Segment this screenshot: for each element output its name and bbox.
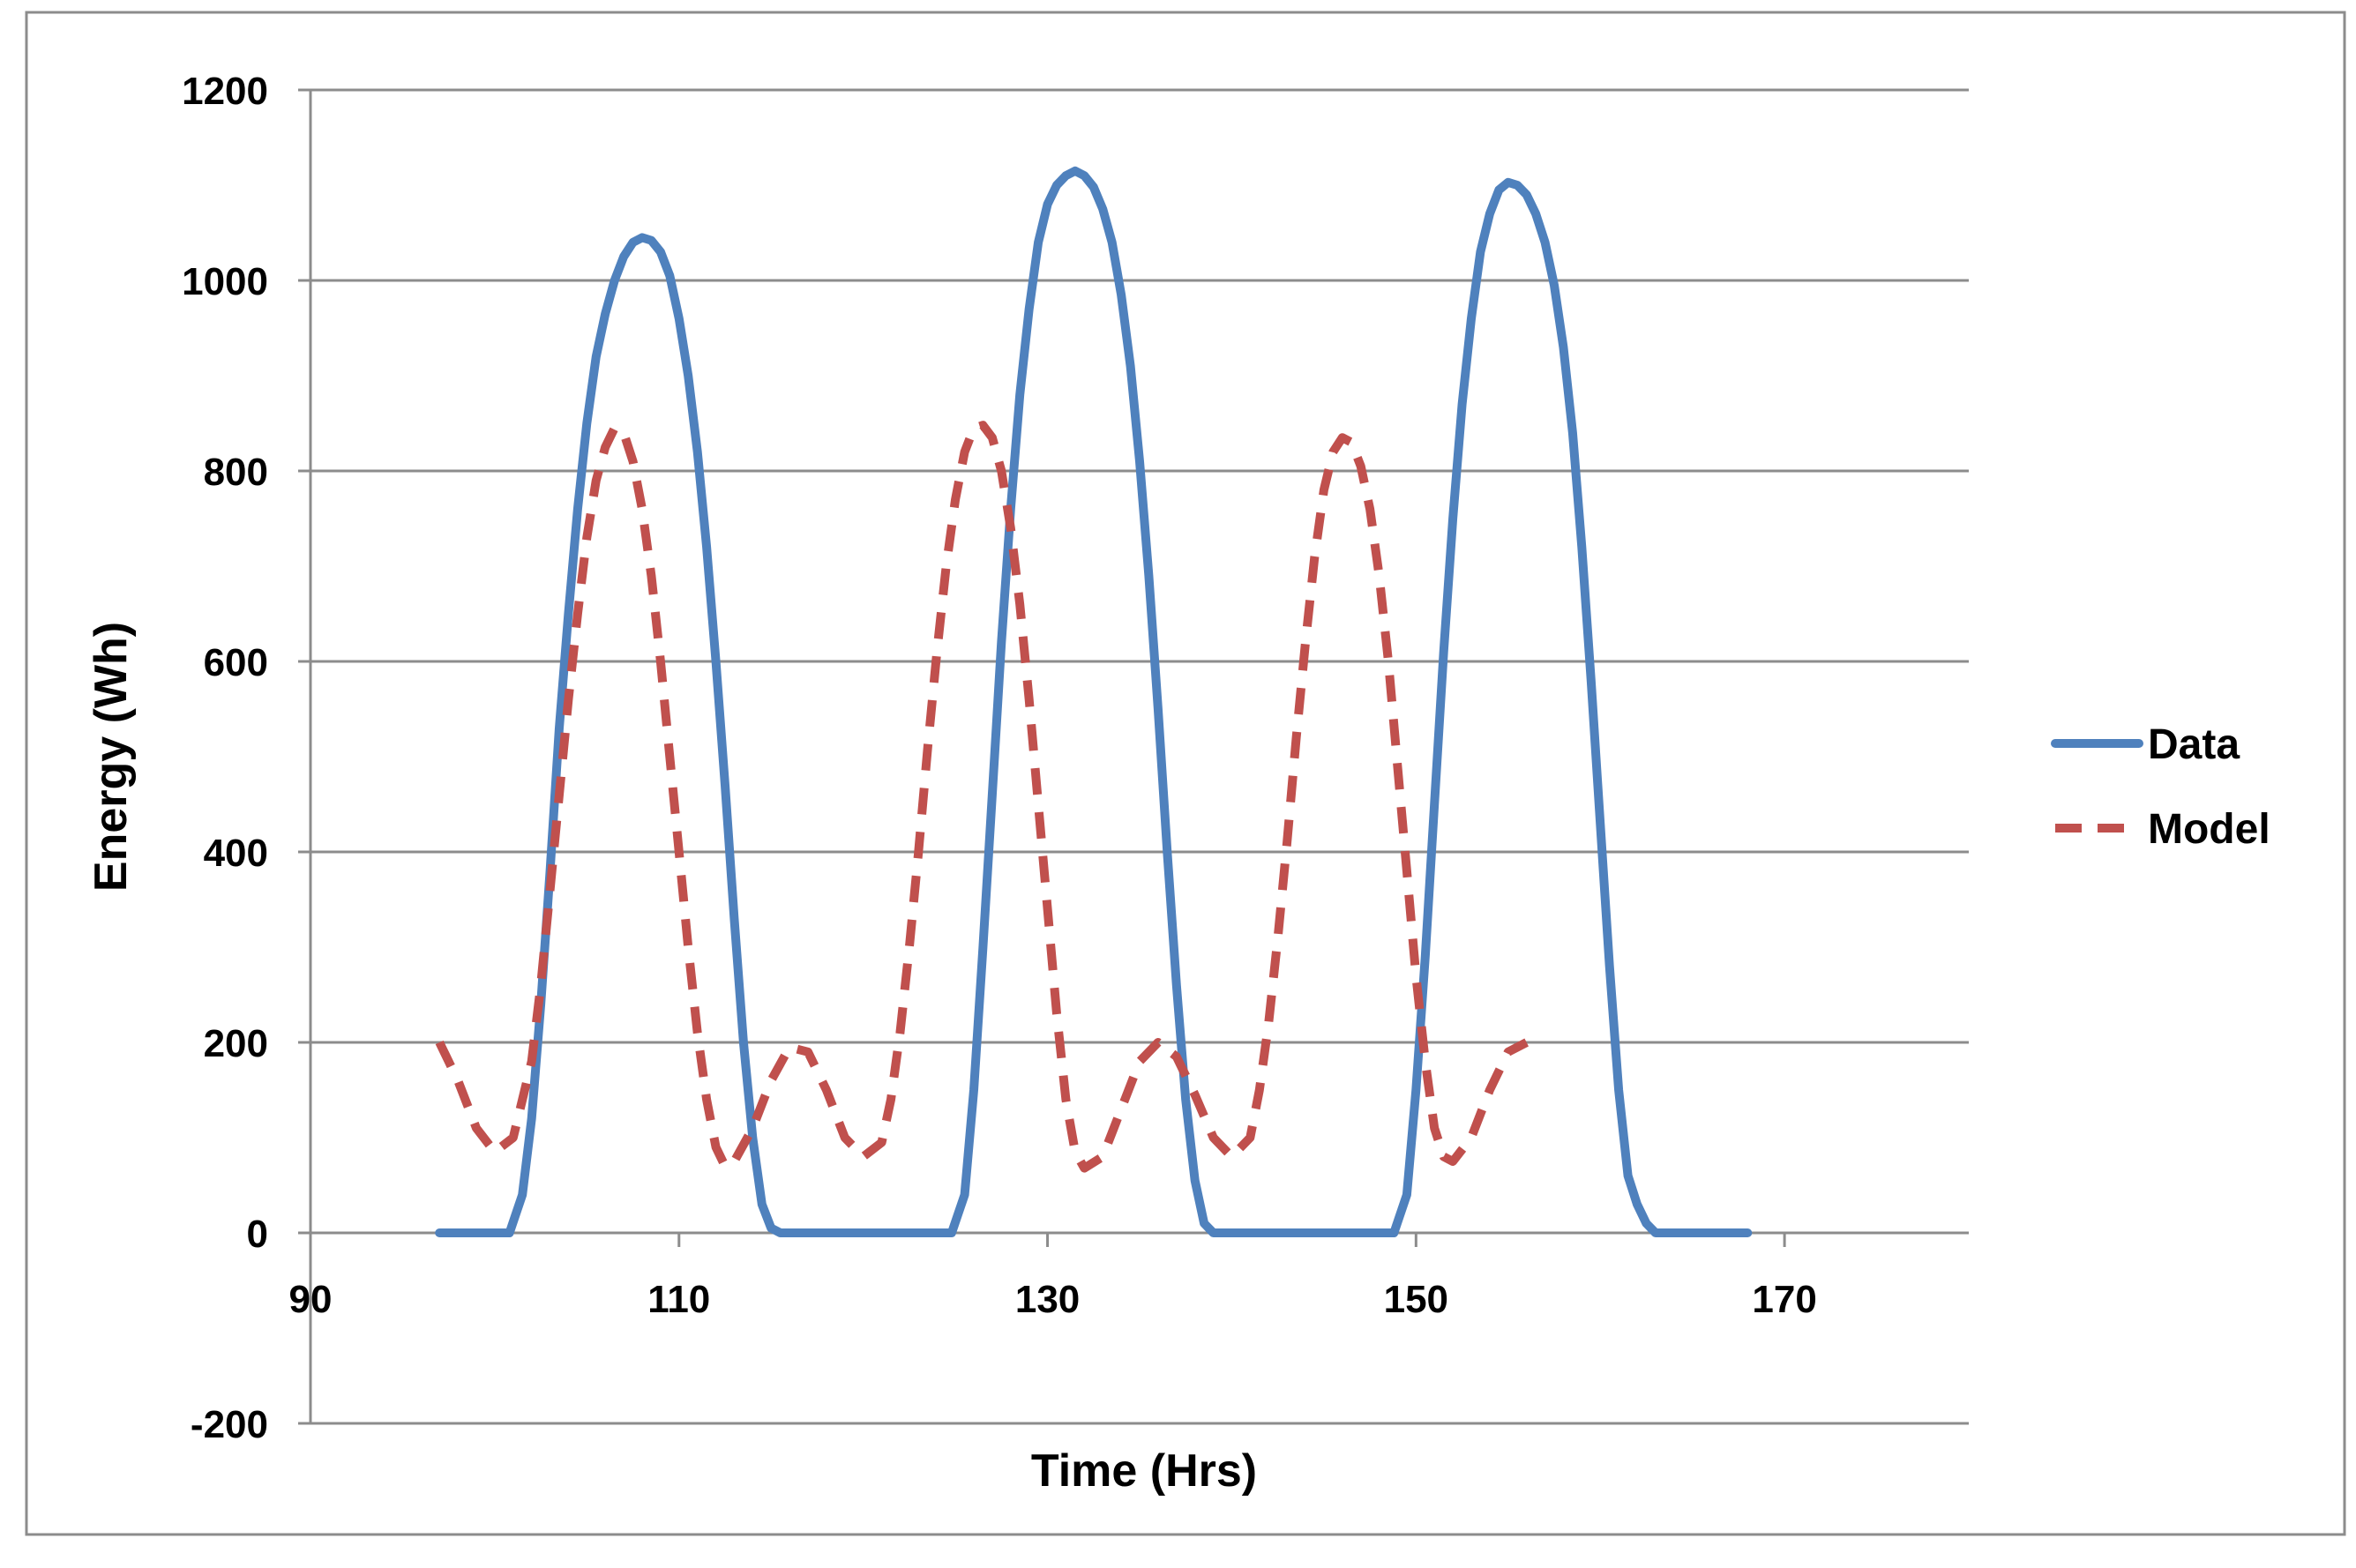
y-tick-label: 0 — [247, 1213, 268, 1256]
y-tick-label: 1200 — [182, 70, 268, 113]
legend: Data Model — [2051, 721, 2270, 853]
y-tick-label: 400 — [204, 832, 268, 875]
y-tick-label: 600 — [204, 641, 268, 684]
tick-labels: -200 0 200 400 600 800 1000 1200 90 110 130 150 170 — [182, 70, 1817, 1446]
y-axis-title: Energy (Wh) — [86, 622, 137, 892]
x-tick-label: 90 — [289, 1278, 333, 1321]
legend-data-label: Data — [2148, 721, 2240, 768]
legend-model-label: Model — [2148, 806, 2270, 853]
x-tick-label: 110 — [647, 1278, 710, 1321]
series-group — [435, 166, 1753, 1237]
y-tick-label: 800 — [204, 451, 268, 494]
series-line-data — [435, 166, 1753, 1237]
x-tick-label: 130 — [1015, 1278, 1080, 1321]
y-tick-label: 200 — [204, 1022, 268, 1065]
x-tick-label: 170 — [1752, 1278, 1816, 1321]
series-line-model — [435, 421, 1529, 1173]
x-tick-label: 150 — [1384, 1278, 1448, 1321]
y-tick-label: -200 — [191, 1403, 268, 1446]
x-axis-title: Time (Hrs) — [1031, 1445, 1257, 1497]
y-tick-label: 1000 — [182, 260, 268, 303]
chart-frame — [25, 11, 2346, 1536]
